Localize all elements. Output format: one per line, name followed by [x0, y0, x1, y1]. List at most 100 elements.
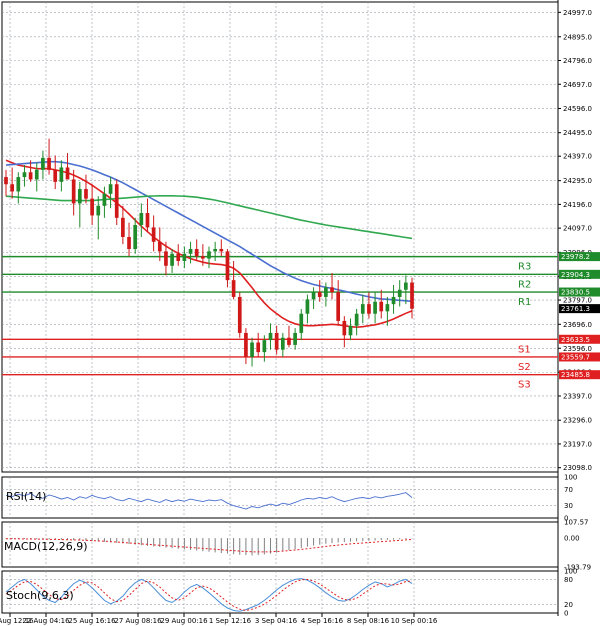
candle [139, 203, 144, 237]
candle [330, 272, 334, 300]
candle-body [367, 304, 371, 314]
candle-body [385, 304, 390, 312]
candle-body [348, 325, 353, 336]
candle-body [404, 282, 408, 290]
candle [84, 174, 88, 204]
candle [385, 296, 390, 326]
candle [34, 162, 39, 192]
price-ytick-label: 24697.0 [563, 81, 592, 89]
candle-body [28, 172, 33, 180]
level-name-r2: R2 [518, 279, 531, 290]
candle-body [207, 251, 211, 259]
level-price-label-s2: 23559.7 [561, 353, 590, 361]
candle-body [237, 296, 242, 333]
candle [41, 150, 45, 180]
candle-body [342, 320, 347, 336]
candle [194, 239, 199, 261]
candle [373, 292, 377, 324]
candle [410, 277, 414, 319]
candle-body [280, 337, 285, 350]
candle-body [410, 282, 414, 309]
candle-body [127, 237, 131, 249]
candle-body [157, 241, 162, 252]
xtick-label: 8 Sep 08:16 [347, 617, 390, 625]
candle-body [268, 332, 273, 341]
stoch-ytick-label: 100 [564, 568, 577, 576]
xtick-label: 25 Aug 16:16 [68, 617, 116, 625]
candle [268, 323, 273, 350]
rsi-ytick-label: 0 [564, 515, 568, 523]
candle [127, 222, 131, 257]
current-price-label: 23761.3 [561, 305, 590, 313]
candle-body [360, 304, 365, 314]
candle-body [262, 340, 267, 353]
level-price-box-r3 [559, 252, 600, 262]
level-name-s1: S1 [518, 344, 531, 355]
candle [237, 292, 242, 338]
candle [114, 179, 119, 226]
rsi-ytick-label: 30 [564, 502, 573, 510]
candle-body [176, 253, 181, 261]
level-price-box-r1 [559, 287, 600, 297]
candle [367, 292, 371, 319]
price-ytick-label: 23696.0 [563, 321, 592, 329]
candle-body [4, 177, 8, 185]
xtick-label: 27 Aug 08:16 [114, 617, 162, 625]
candle [47, 138, 51, 175]
stoch-line-d [5, 578, 413, 612]
candle-body [188, 248, 193, 254]
xtick-label: 4 Sep 16:16 [301, 617, 344, 625]
candle [151, 215, 156, 252]
candle [53, 155, 58, 190]
candle-body [379, 301, 384, 312]
xtick-label: 29 Aug 00:16 [160, 617, 208, 625]
candle-body [53, 169, 58, 182]
candle [213, 241, 217, 261]
candle [121, 205, 125, 245]
level-price-label-s1: 23633.5 [561, 336, 590, 344]
rsi-ytick-label: 100 [564, 474, 577, 482]
candle [280, 332, 285, 357]
candle [244, 328, 248, 365]
candle-body [16, 177, 21, 192]
candle-body [170, 253, 174, 266]
price-ytick-label: 23296.0 [563, 417, 592, 425]
macd-ytick-label: -193.79 [564, 564, 591, 572]
candle [348, 318, 353, 341]
candle-body [299, 313, 304, 333]
candle [379, 289, 384, 319]
stoch-ytick-label: 80 [564, 576, 573, 584]
stoch-ytick-label: 0 [564, 610, 568, 618]
candle [404, 275, 408, 305]
candle [176, 244, 181, 266]
candle-body [77, 189, 82, 204]
xtick-label: 22 Aug 04:16 [22, 617, 70, 625]
candle [397, 280, 402, 307]
candle [225, 248, 230, 288]
candle [293, 328, 297, 350]
level-name-s2: S2 [518, 362, 531, 373]
candle [145, 198, 150, 233]
candle-body [164, 251, 168, 266]
candle [170, 248, 174, 273]
candle-body [231, 280, 236, 297]
candle [391, 284, 396, 314]
candle-body [256, 342, 261, 353]
candle [90, 184, 94, 226]
candle [317, 280, 322, 302]
panel-frame-stoch [1, 570, 559, 614]
macd-ytick-label: 0.00 [564, 535, 580, 543]
price-ytick-label: 24196.0 [563, 201, 592, 209]
rsi-title: RSI(14) [6, 490, 46, 503]
price-ytick-label: 23397.0 [563, 392, 592, 400]
candle-body [151, 227, 156, 242]
level-price-label-r1: 23830.5 [561, 289, 590, 297]
candle-body [47, 157, 51, 170]
candle-body [373, 301, 377, 314]
candle-body [108, 184, 113, 194]
price-ytick-label: 23797.0 [563, 297, 592, 305]
candle-body [41, 157, 45, 170]
candle-body [305, 299, 310, 314]
candle [10, 167, 14, 199]
